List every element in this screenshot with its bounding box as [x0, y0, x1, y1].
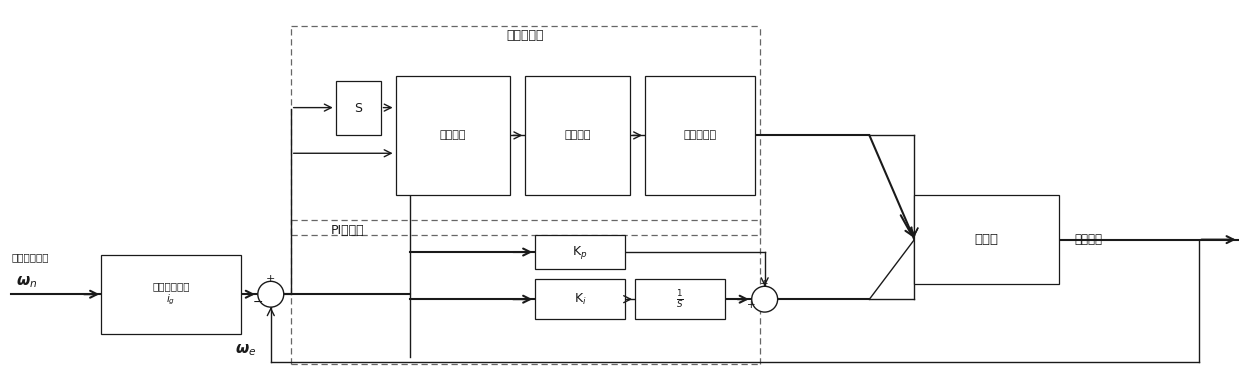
Bar — [396, 76, 510, 195]
Text: PI控制器: PI控制器 — [331, 224, 365, 237]
Bar — [635, 279, 724, 319]
Bar — [102, 254, 241, 334]
Text: 变速箱传动比
$i_g$: 变速箱传动比 $i_g$ — [153, 281, 190, 307]
Text: 模糊控制器: 模糊控制器 — [506, 29, 544, 42]
Text: S: S — [355, 102, 362, 115]
Text: $\boldsymbol{\omega}$$_n$: $\boldsymbol{\omega}$$_n$ — [16, 274, 37, 290]
Bar — [536, 279, 625, 319]
Text: +: + — [760, 279, 769, 289]
Text: 反模糊输出: 反模糊输出 — [683, 130, 717, 140]
Circle shape — [258, 281, 284, 307]
Text: +: + — [267, 274, 275, 284]
Text: $\frac{1}{S}$: $\frac{1}{S}$ — [676, 288, 683, 310]
Text: 转速输出: 转速输出 — [1074, 233, 1102, 246]
Bar — [645, 76, 755, 195]
Text: K$_i$: K$_i$ — [574, 292, 587, 307]
Text: −: − — [253, 296, 263, 309]
Bar — [914, 195, 1059, 284]
Text: 发动机: 发动机 — [975, 233, 998, 246]
Text: $\boldsymbol{\omega}_e$: $\boldsymbol{\omega}_e$ — [236, 342, 257, 358]
Bar — [536, 235, 625, 270]
Circle shape — [751, 286, 777, 312]
Bar — [526, 76, 630, 195]
Text: 模糊量化: 模糊量化 — [440, 130, 466, 140]
Text: 模糊推理: 模糊推理 — [564, 130, 590, 140]
Text: 驱动电机转速: 驱动电机转速 — [11, 253, 48, 262]
Text: +: + — [748, 300, 756, 310]
Text: K$_p$: K$_p$ — [573, 243, 588, 260]
Bar — [336, 81, 381, 135]
